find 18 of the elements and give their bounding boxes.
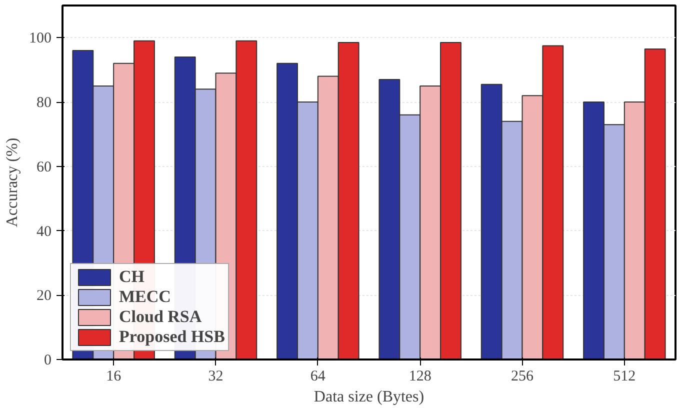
- x-axis-title: Data size (Bytes): [314, 388, 424, 406]
- x-tick-label: 16: [106, 368, 122, 384]
- x-tick-label: 512: [613, 368, 636, 384]
- y-tick-label: 80: [36, 95, 52, 112]
- y-tick-label: 60: [36, 159, 52, 176]
- y-tick-label: 40: [36, 224, 52, 240]
- legend-label: Cloud RSA: [119, 307, 202, 327]
- y-tick-label: 0: [44, 352, 52, 368]
- x-tick-label: 32: [208, 368, 224, 384]
- y-axis-title: Accuracy (%): [4, 138, 21, 228]
- x-tick-label: 64: [310, 368, 326, 384]
- y-tick-label: 100: [29, 30, 52, 47]
- x-tick-label: 128: [408, 368, 432, 384]
- legend-label: MECC: [119, 287, 171, 307]
- legend-label: CH: [119, 267, 144, 287]
- x-tick-label: 256: [511, 368, 534, 384]
- legend-label: Proposed HSB: [119, 327, 225, 347]
- y-tick-label: 20: [36, 288, 52, 304]
